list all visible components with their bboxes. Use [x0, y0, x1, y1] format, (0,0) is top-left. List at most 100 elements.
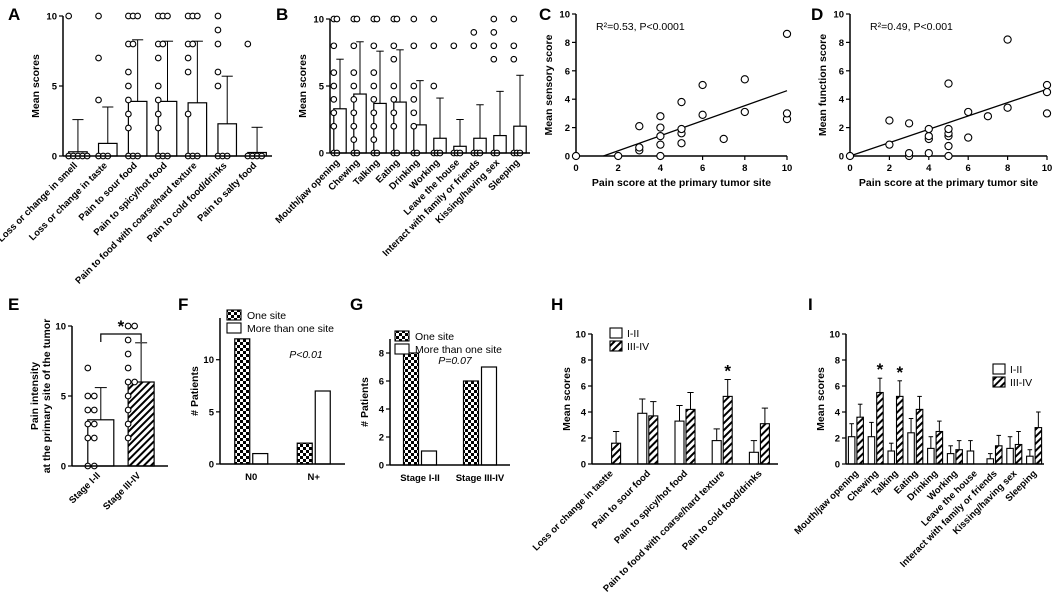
legend-label: More than one site — [415, 344, 502, 356]
data-point — [430, 15, 438, 23]
data-point — [124, 392, 132, 400]
data-point — [614, 151, 623, 161]
data-point — [845, 151, 855, 161]
data-point — [677, 124, 686, 134]
data-point — [698, 110, 707, 119]
data-point — [410, 109, 418, 117]
panel-letter: F — [178, 295, 188, 314]
data-point — [330, 122, 338, 130]
y-tick-label: 10 — [203, 355, 214, 366]
data-point — [490, 55, 498, 63]
bar — [895, 395, 904, 465]
stats-annotation: R²=0.53, P<0.0001 — [596, 21, 685, 33]
data-point — [410, 82, 418, 90]
data-point — [125, 110, 132, 118]
y-axis-title: Mean scores — [561, 367, 573, 431]
panel-C: C Mean sensory score Pain score at the pri… — [539, 5, 792, 189]
data-point — [390, 109, 398, 117]
significance-star: * — [118, 317, 125, 336]
data-point — [571, 151, 581, 161]
data-point — [740, 75, 749, 84]
bar — [685, 408, 696, 465]
data-point — [410, 122, 418, 130]
bar — [1034, 427, 1043, 465]
data-point — [390, 82, 398, 90]
y-tick-label: 5 — [52, 82, 58, 93]
data-point — [124, 420, 132, 428]
x-tick-label: 0 — [573, 163, 578, 174]
data-point — [214, 40, 222, 48]
data-point — [1042, 80, 1052, 90]
data-point — [125, 96, 132, 104]
y-tick-label: 6 — [581, 382, 586, 393]
data-point — [635, 122, 644, 131]
data-point — [159, 40, 167, 48]
data-point — [490, 29, 498, 36]
data-point — [656, 140, 665, 149]
y-tick-label: 0 — [379, 461, 384, 472]
data-point — [1003, 35, 1012, 44]
panel-letter: H — [551, 295, 563, 314]
data-point — [698, 80, 707, 90]
data-point — [904, 119, 914, 128]
data-point — [124, 322, 132, 330]
y-tick-label: 0 — [565, 152, 570, 163]
bar — [915, 408, 924, 465]
legend-label: I-II — [627, 328, 639, 340]
bar — [867, 436, 876, 465]
y-tick-label: 0 — [61, 462, 66, 473]
data-point — [125, 68, 132, 76]
data-point — [184, 110, 192, 118]
significance-star: * — [877, 360, 884, 379]
data-point — [90, 434, 98, 442]
panel-E: E Pain intensity at the primary site of th… — [8, 295, 168, 512]
data-point — [370, 109, 378, 117]
bar — [986, 458, 995, 465]
y-tick-label: 10 — [829, 330, 840, 341]
data-point — [330, 82, 338, 90]
data-point — [410, 96, 418, 103]
y-axis-title: at the primary site of the tumor — [41, 319, 53, 474]
data-point — [330, 42, 338, 50]
data-point — [131, 322, 138, 330]
x-tick-label: 8 — [1005, 163, 1010, 174]
data-point — [124, 406, 132, 414]
data-point — [510, 42, 518, 50]
bar — [946, 453, 955, 465]
data-point — [964, 133, 973, 142]
significance-star: * — [724, 362, 731, 381]
data-point — [390, 42, 398, 50]
y-axis-title: # Patients — [359, 377, 371, 427]
bar — [856, 416, 864, 465]
data-point — [740, 107, 749, 117]
y-tick-label: 6 — [839, 66, 844, 77]
data-point — [154, 124, 162, 132]
category-label: Stage I-II — [67, 470, 103, 506]
data-point — [885, 116, 894, 125]
bar — [648, 415, 659, 465]
bar — [513, 125, 527, 154]
x-tick-label: 10 — [782, 163, 793, 174]
category-label: Stage III-IV — [101, 470, 144, 513]
data-point — [154, 96, 162, 104]
data-point — [214, 12, 222, 20]
y-axis-title: Mean function score — [817, 34, 829, 136]
y-tick-label: 2 — [839, 123, 844, 134]
data-point — [470, 29, 478, 36]
data-point — [430, 82, 438, 90]
data-point — [656, 112, 665, 121]
bar — [234, 338, 251, 465]
legend-swatch — [394, 330, 410, 342]
data-point — [944, 141, 953, 151]
x-tick-label: 0 — [847, 163, 852, 174]
data-point — [84, 434, 92, 442]
y-tick-label: 6 — [565, 66, 570, 77]
data-point — [124, 434, 132, 442]
data-point — [370, 82, 378, 90]
data-point — [1042, 87, 1052, 97]
data-point — [885, 140, 894, 149]
stats-annotation: P=0.07 — [438, 355, 473, 367]
x-tick-label: 6 — [700, 163, 705, 174]
legend-swatch — [226, 309, 242, 321]
panel-D: D Mean function score Pain score at the pr… — [811, 5, 1052, 189]
